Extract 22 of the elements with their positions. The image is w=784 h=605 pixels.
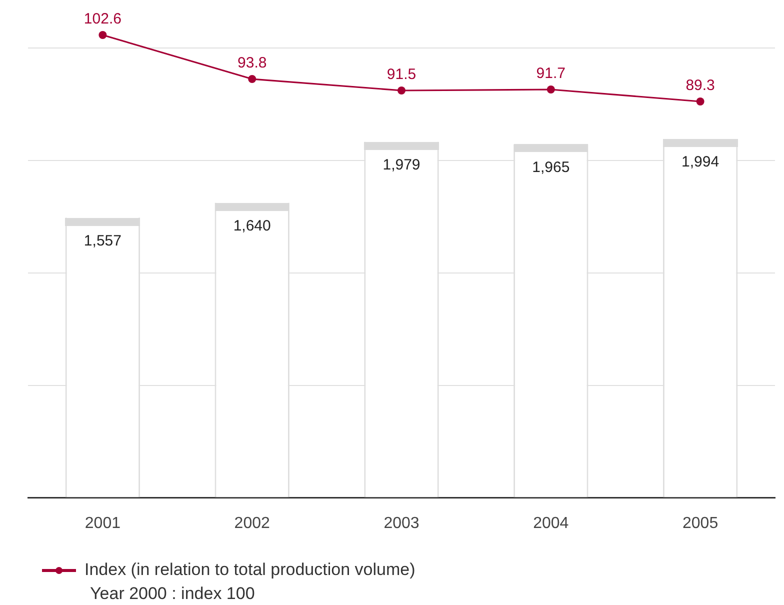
data-label: 102.6: [84, 10, 122, 28]
data-label: 93.8: [238, 54, 267, 72]
data-label: 1,994: [682, 154, 720, 171]
point: [696, 98, 704, 106]
x-tick-label: 2005: [682, 514, 718, 532]
point: [98, 31, 107, 39]
legend-label: Index (in relation to total production volume): [84, 560, 416, 580]
data-label: 1,557: [84, 232, 122, 250]
x-tick-label: 2004: [533, 514, 569, 532]
data-label: 1,965: [532, 158, 570, 176]
text: Year 2000 : index 100: [90, 584, 255, 604]
data-label: 91.5: [386, 66, 416, 84]
point: [546, 86, 555, 94]
x-tick-label: 2001: [84, 514, 121, 532]
data-label: 1,640: [233, 217, 271, 234]
data-label: 89.3: [686, 77, 715, 94]
data-label: 1,979: [382, 156, 420, 174]
point: [248, 75, 256, 83]
x-tick-label: 2002: [234, 514, 270, 532]
data-label: 91.7: [536, 65, 566, 82]
x-tick-label: 2003: [384, 514, 420, 532]
point: [398, 86, 406, 94]
